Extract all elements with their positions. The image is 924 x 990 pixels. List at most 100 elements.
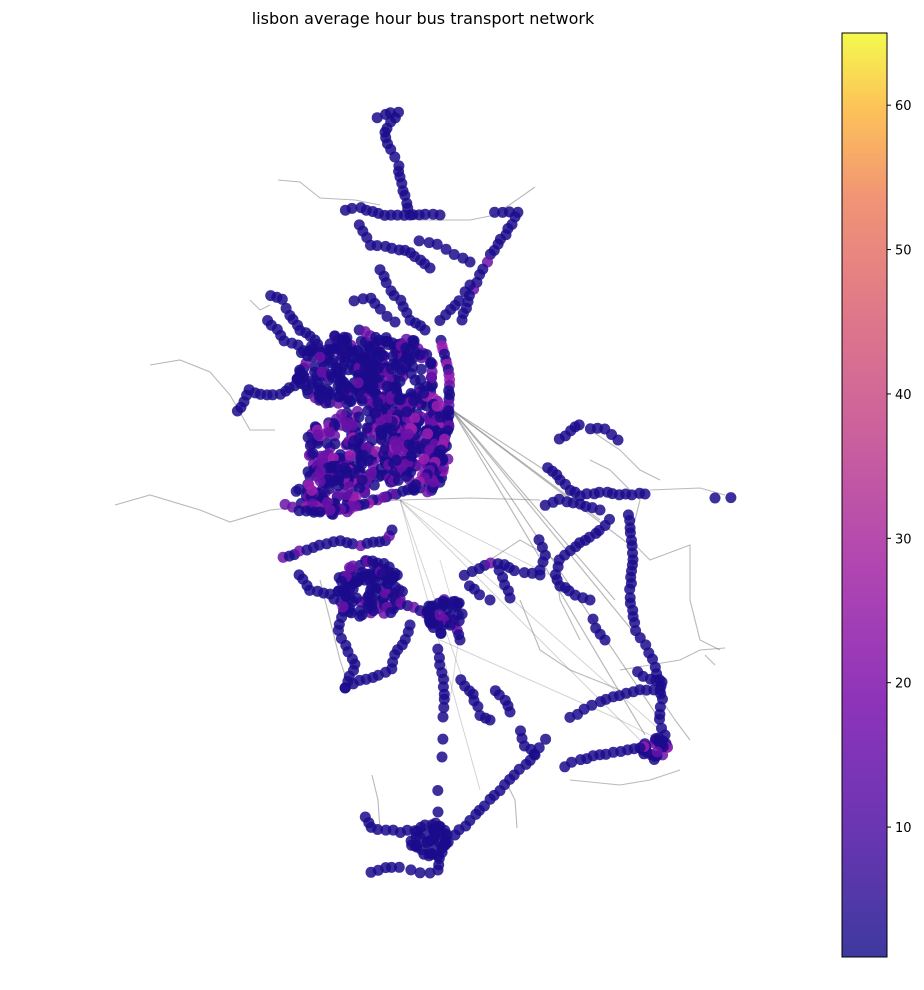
road-edge xyxy=(649,487,726,496)
bus-stop-node xyxy=(350,491,362,503)
bus-stop-node xyxy=(371,112,383,124)
bus-stop-node xyxy=(385,607,397,619)
bus-stop-node xyxy=(453,615,465,627)
bus-stop-node xyxy=(336,575,348,587)
bus-stop-node xyxy=(314,475,326,487)
bus-stop-node xyxy=(306,484,318,496)
bus-stop-node xyxy=(316,366,328,378)
bus-stop-node xyxy=(634,742,646,754)
bus-stop-node xyxy=(452,598,464,610)
bus-stop-node xyxy=(419,324,431,336)
bus-stop-node xyxy=(421,837,433,849)
bus-stop-node xyxy=(365,468,377,480)
bus-stop-node xyxy=(391,441,403,453)
road-edge xyxy=(519,599,621,691)
bus-stop-node xyxy=(415,363,427,375)
bus-stop-node xyxy=(408,395,420,407)
bus-stop-node xyxy=(424,262,436,274)
bus-stop-node xyxy=(389,151,401,163)
bus-stop-node xyxy=(427,600,439,612)
bus-stop-node xyxy=(437,711,449,723)
bus-stop-node xyxy=(484,594,496,606)
bus-stop-node xyxy=(405,450,417,462)
bus-stop-node xyxy=(364,414,376,426)
bus-stop-node xyxy=(372,352,384,364)
bus-stop-node xyxy=(314,351,326,363)
bus-stop-node xyxy=(382,578,394,590)
bus-stop-node xyxy=(353,574,365,586)
bus-stop-node xyxy=(403,438,415,450)
bus-stop-node xyxy=(612,434,624,446)
bus-stop-node xyxy=(290,485,302,497)
bus-stop-node xyxy=(725,492,737,504)
bus-stop-node xyxy=(406,839,418,851)
bus-stop-node xyxy=(422,428,434,440)
long-edge xyxy=(451,409,616,601)
bus-stop-node xyxy=(366,570,378,582)
bus-stop-node xyxy=(404,355,416,367)
bus-stop-node xyxy=(391,569,403,581)
bus-stop-node xyxy=(339,355,351,367)
bus-stop-node xyxy=(587,613,599,625)
bus-stop-node xyxy=(339,462,350,474)
bus-stop-node xyxy=(639,488,651,500)
bus-stop-node xyxy=(709,492,721,504)
bus-stop-node xyxy=(354,610,366,622)
road-edge xyxy=(277,179,381,206)
colorbar-gradient xyxy=(842,33,887,957)
bus-stop-node xyxy=(440,243,452,255)
bus-stop-node xyxy=(566,756,578,768)
bus-stop-node xyxy=(386,337,398,349)
bus-stop-node xyxy=(324,504,336,516)
bus-stop-node xyxy=(441,829,453,841)
bus-stop-node xyxy=(366,593,378,605)
bus-stop-node xyxy=(432,619,444,631)
network-edges xyxy=(114,179,726,831)
bus-stop-node xyxy=(413,235,425,247)
bus-stop-node xyxy=(385,393,397,405)
bus-stop-node xyxy=(324,426,336,438)
bus-stop-node xyxy=(342,381,354,393)
bus-stop-node xyxy=(374,303,386,315)
road-edge xyxy=(589,459,721,651)
bus-stop-node xyxy=(356,395,368,407)
bus-stop-node xyxy=(435,628,447,639)
bus-stop-node xyxy=(394,394,406,406)
bus-stop-node xyxy=(328,343,340,355)
bus-stop-node xyxy=(504,592,516,604)
bus-stop-node xyxy=(329,438,341,450)
bus-stop-node xyxy=(401,406,413,418)
bus-stop-node xyxy=(345,396,357,408)
bus-stop-node xyxy=(586,699,598,711)
long-edge xyxy=(451,409,641,641)
bus-stop-node xyxy=(324,397,336,408)
bus-stop-node xyxy=(312,429,324,441)
bus-stop-node xyxy=(534,564,546,576)
bus-stop-node xyxy=(518,567,530,579)
bus-stop-node xyxy=(341,417,353,429)
bus-stop-node xyxy=(346,202,358,214)
bus-stop-node xyxy=(474,589,485,601)
bus-stop-node xyxy=(414,867,426,879)
bus-stop-node xyxy=(438,693,450,705)
bus-stop-node xyxy=(332,488,344,500)
colorbar-tick-label: 20 xyxy=(895,677,912,692)
bus-stop-node xyxy=(299,379,311,391)
bus-stop-node xyxy=(489,206,501,218)
bus-stop-node xyxy=(441,603,453,615)
bus-stop-node xyxy=(353,411,365,423)
bus-stop-node xyxy=(337,601,349,613)
bus-stop-node xyxy=(381,413,393,425)
bus-stop-node xyxy=(396,364,408,376)
bus-stop-node xyxy=(372,397,384,409)
bus-stop-node xyxy=(389,316,401,328)
road-edge xyxy=(114,494,321,523)
bus-stop-node xyxy=(432,864,444,876)
bus-stop-node xyxy=(454,634,466,646)
bus-stop-node xyxy=(540,733,552,745)
bus-stop-node xyxy=(369,387,381,399)
colorbar: 10 20 30 40 50 60 xyxy=(841,32,912,958)
colorbar-tick-label: 60 xyxy=(895,99,912,114)
colorbar-frame xyxy=(841,32,888,958)
road-edge xyxy=(664,704,691,741)
